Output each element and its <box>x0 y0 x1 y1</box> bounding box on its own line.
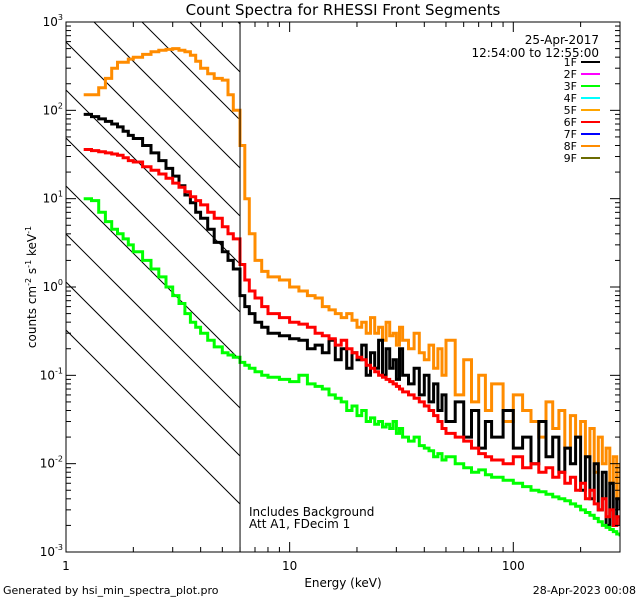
x-axis-label: Energy (keV) <box>304 576 381 590</box>
legend-label-1f: 1F <box>564 56 577 69</box>
legend-label-3f: 3F <box>564 80 577 93</box>
y-axis-label: counts cm-2 s-1 keV-1 <box>24 226 39 348</box>
axis-ticks <box>65 21 621 553</box>
y-tick-label: 102 <box>43 101 63 117</box>
legend-label-7f: 7F <box>564 128 577 141</box>
y-tick-label: 103 <box>43 13 63 29</box>
legend-label-2f: 2F <box>564 68 577 81</box>
hatch-line <box>66 185 241 361</box>
hatch-line <box>66 233 241 409</box>
legend-label-6f: 6F <box>564 116 577 129</box>
legend-label-9f: 9F <box>564 152 577 165</box>
excluded-energy-hatch <box>66 22 241 505</box>
hatch-line <box>66 137 241 313</box>
generator-credit: Generated by hsi_min_spectra_plot.pro <box>3 584 219 597</box>
series-3f-line <box>83 197 620 537</box>
hatch-line <box>66 41 241 217</box>
chart-title: Count Spectra for RHESSI Front Segments <box>186 1 501 19</box>
hatch-line <box>66 329 241 505</box>
y-tick-label: 10-2 <box>40 455 63 471</box>
y-tick-label: 100 <box>43 278 63 294</box>
series-lines <box>83 47 620 537</box>
legend-label-8f: 8F <box>564 140 577 153</box>
hatch-line <box>66 281 241 457</box>
series-6f-line <box>83 148 620 527</box>
observation-date: 25-Apr-2017 <box>525 33 599 47</box>
hatch-line <box>66 89 241 265</box>
x-tick-label: 1 <box>62 559 70 573</box>
hatch-line <box>189 22 241 73</box>
background-note: Includes Background <box>249 505 374 519</box>
y-tick-label: 10-3 <box>40 543 63 559</box>
attenuator-note: Att A1, FDecim 1 <box>249 517 350 531</box>
legend-label-5f: 5F <box>564 104 577 117</box>
hatch-line <box>141 22 241 121</box>
x-tick-label: 100 <box>502 559 525 573</box>
y-tick-label: 10-1 <box>40 366 63 382</box>
plot-frame <box>65 21 621 553</box>
series-8f-line <box>83 47 620 501</box>
legend-label-4f: 4F <box>564 92 577 105</box>
x-tick-label: 10 <box>282 559 297 573</box>
x-tick-labels: 1 10 100 <box>62 559 525 573</box>
time-range: 12:54:00 to 12:55:00 <box>472 46 599 60</box>
y-tick-labels: 10-3 10-2 10-1 100 101 102 103 <box>40 13 63 559</box>
y-tick-label: 101 <box>43 190 63 206</box>
generation-timestamp: 28-Apr-2023 00:08 <box>533 584 636 597</box>
hatch-line <box>93 22 241 169</box>
